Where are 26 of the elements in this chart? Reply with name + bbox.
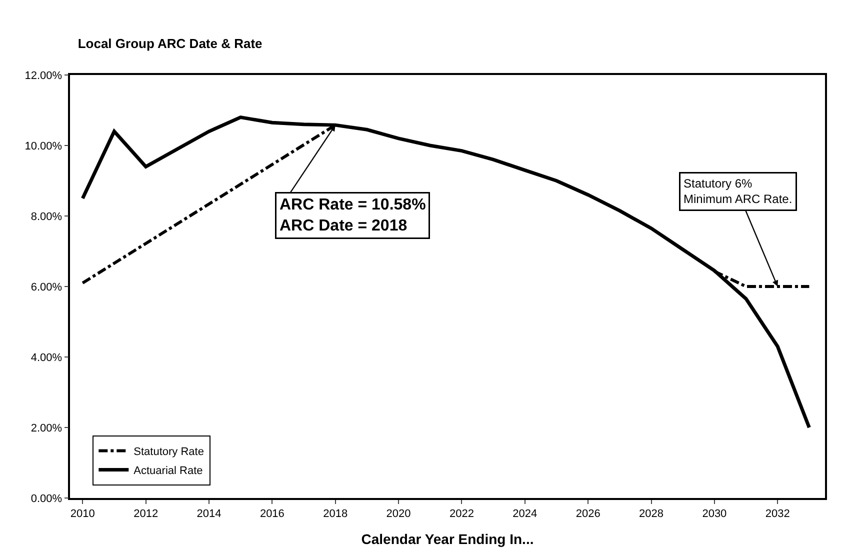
annotation: ARC Rate = 10.58% ARC Date = 2018 [280,196,426,234]
line-series [80,116,811,430]
x-tick-label: 2016 [260,508,284,520]
x-tick-label: 2022 [449,508,474,520]
y-tick-label: 6.00% [30,281,62,294]
annotation: Statutory 6% Minimum ARC Rate. [684,176,792,206]
y-tick-label: 0.00% [30,492,62,505]
x-tick-label: 2024 [512,508,538,520]
x-tick-label: 2020 [386,508,411,520]
legend-label: Actuarial Rate [134,465,203,478]
x-tick-label: 2032 [765,508,790,520]
x-tick-label: 2018 [323,508,348,520]
x-tick-label: 2010 [70,508,95,520]
y-tick-label: 2.00% [30,422,62,434]
x-tick-label: 2030 [702,508,727,520]
chart-title: Local Group ARC Date & Rate [78,36,262,52]
x-tick-label: 2012 [134,508,158,520]
legend-label: Statutory Rate [134,446,204,458]
y-tick-label: 12.00% [24,70,62,82]
y-tick-label: 10.00% [24,140,62,152]
x-axis-title: Calendar Year Ending In... [361,530,534,547]
y-tick-label: 4.00% [30,352,62,364]
x-tick-label: 2014 [196,508,222,520]
x-tick-label: 2028 [639,508,664,520]
y-tick-label: 8.00% [30,210,62,223]
x-tick-label: 2026 [576,508,600,520]
